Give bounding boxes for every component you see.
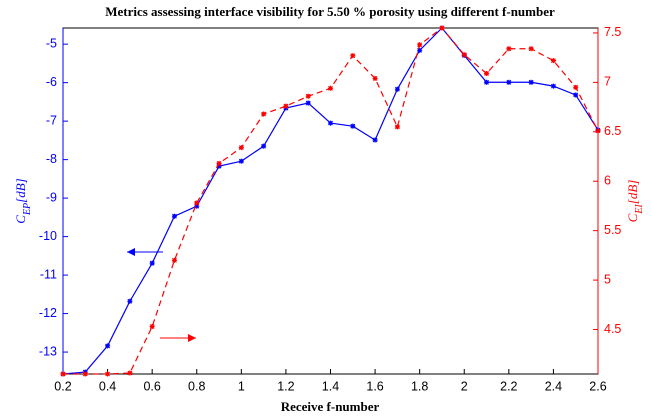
marker [105,343,111,349]
y-tick-label: -5 [46,36,57,50]
marker [127,370,133,376]
marker [238,158,244,164]
y2-tick-label: 5.5 [604,223,621,237]
marker [328,85,333,91]
marker [350,123,356,129]
marker [60,371,66,377]
marker [506,46,512,52]
y-tick-label: -8 [46,152,57,166]
y-tick-label: -13 [39,344,57,358]
marker [394,86,400,92]
marker [305,93,311,99]
marker [350,53,356,59]
marker [216,160,222,166]
y2-tick-label: 5 [604,272,611,286]
red-arrow [160,334,196,342]
x-tick-label: 0.4 [99,379,116,393]
y-tick-label: -10 [39,229,57,243]
x-tick-label: 1 [238,379,245,393]
marker [550,83,556,89]
x-tick-label: 2 [461,379,468,393]
axis-label-part: [dB] [625,180,640,205]
marker [573,92,579,98]
x-tick-label: 0.2 [54,379,71,393]
x-tick-label: 0.6 [143,379,160,393]
marker [372,75,378,81]
marker [439,25,445,31]
marker [528,46,534,52]
marker [261,143,267,149]
y-tick-label: -12 [39,306,57,320]
y2-tick-label: 6 [604,174,611,188]
marker [484,70,490,76]
marker [305,100,311,106]
y2-tick-label: 7 [604,75,611,89]
marker [261,111,267,117]
axis-label: CEI[dB] [625,180,645,223]
x-axis-label: Receive f-number [281,399,380,414]
marker [171,257,177,263]
marker [506,79,512,85]
marker [127,298,133,304]
y2-tick-label: 7.5 [604,25,621,39]
series-line [62,27,599,375]
axis-label-part: [dB] [13,178,28,203]
marker [149,260,155,266]
axis-label: CEP[dB] [13,178,33,223]
plot-frame [62,27,599,375]
marker [595,128,601,134]
axis-label-part: EI [634,204,645,215]
marker [238,145,244,151]
marker [417,42,423,48]
y-tick-label: -9 [46,190,57,204]
x-tick-label: 1.4 [322,379,339,393]
x-tick-label: 1.2 [277,379,294,393]
x-tick-label: 2.4 [545,379,562,393]
x-tick-label: 0.8 [188,379,205,393]
x-tick-label: 2.6 [589,379,606,393]
marker [417,47,423,53]
y-tick-label: -6 [46,75,57,89]
marker [105,371,111,377]
series-line [63,27,599,375]
x-tick-label: 1.6 [366,379,383,393]
marker [149,324,155,330]
marker [216,163,222,169]
marker [283,103,289,109]
marker [82,371,88,377]
marker [194,203,200,209]
axis-label-part: C [13,215,28,224]
y-tick-label: -11 [40,267,57,281]
chart-title: Metrics assessing interface visibility f… [105,4,555,19]
marker [484,79,490,85]
marker [528,79,534,85]
marker [194,200,200,206]
marker [461,52,467,58]
marker [394,124,400,130]
y2-tick-label: 6.5 [604,124,621,138]
axis-label-part: EP [22,203,33,216]
x-tick-label: 1.8 [411,379,428,393]
axis-label-part: C [625,213,640,222]
marker [328,120,333,126]
x-tick-label: 2.2 [500,379,517,393]
y2-tick-label: 4.5 [604,322,621,336]
y-tick-label: -7 [46,113,57,127]
marker [171,213,177,219]
marker [550,58,556,64]
marker [372,137,378,143]
marker [573,84,579,90]
